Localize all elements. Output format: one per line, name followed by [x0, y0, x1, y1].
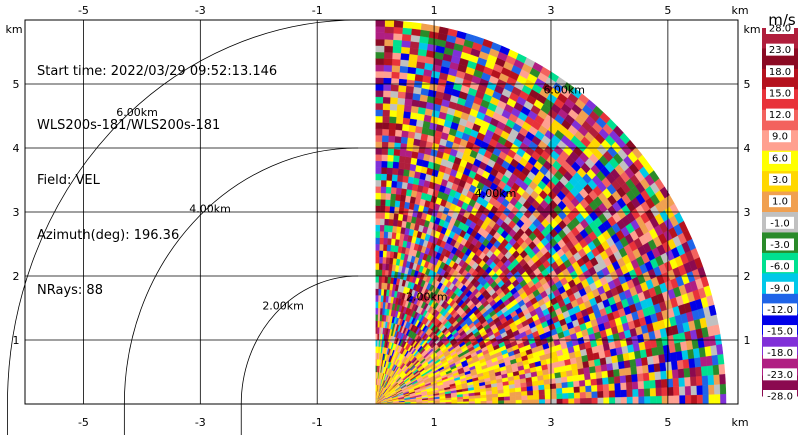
- inner-ring-label: 6.00km: [543, 83, 585, 96]
- colorbar-label: 12.0: [769, 110, 791, 121]
- x-tick-bottom: 5: [664, 416, 671, 429]
- inner-ring-label: 2.00km: [406, 290, 448, 303]
- colorbar-label: -9.0: [770, 283, 790, 294]
- y-tick-right: 3: [744, 206, 751, 219]
- x-tick-bottom: 1: [431, 416, 438, 429]
- colorbar: 28.0 23.0 18.0 15.0 12.0 9.0 6.0 3.0 1.0 -1.0 -3.0…: [762, 11, 798, 403]
- x-tick-bottom: -5: [78, 416, 89, 429]
- start-time-text: Start time: 2022/03/29 09:52:13.146: [37, 63, 278, 79]
- nrays-text: NRays: 88: [37, 283, 103, 299]
- axis-unit-label: km: [731, 4, 748, 17]
- y-tick-right: 1: [744, 334, 751, 347]
- x-tick-bottom: -1: [312, 416, 323, 429]
- x-tick-top: -5: [78, 4, 89, 17]
- x-tick-top: 3: [547, 4, 554, 17]
- y-tick-right: 4: [744, 142, 751, 155]
- range-ring-4: [123, 147, 359, 435]
- colorbar-label: 3.0: [772, 175, 788, 186]
- x-tick-bottom: -3: [195, 416, 206, 429]
- colorbar-label: -28.0: [767, 392, 793, 403]
- colorbar-label: -3.0: [770, 240, 790, 251]
- colorbar-label: -6.0: [770, 262, 790, 273]
- y-tick-left: 5: [13, 78, 20, 91]
- x-tick-top: -3: [195, 4, 206, 17]
- colorbar-label: -15.0: [767, 327, 793, 338]
- inner-ring-label: 4.00km: [475, 187, 517, 200]
- range-ring-6: [7, 19, 359, 435]
- x-tick-bottom: 3: [547, 416, 554, 429]
- range-ring-label: 2.00km: [262, 299, 304, 312]
- axis-unit-label: km: [5, 23, 22, 36]
- instrument-text: WLS200s-181/WLS200s-181: [37, 118, 221, 134]
- range-rings: 2.00km 4.00km 6.00km 2.00km 4.00km 6.00km: [7, 19, 585, 435]
- range-ring-2: [240, 275, 359, 435]
- range-ring-label: 6.00km: [116, 106, 158, 119]
- colorbar-label: -23.0: [767, 370, 793, 381]
- x-tick-top: -1: [312, 4, 323, 17]
- colorbar-label: 18.0: [769, 67, 791, 78]
- y-tick-left: 2: [13, 270, 20, 283]
- colorbar-label: 1.0: [772, 197, 788, 208]
- colorbar-label: 9.0: [772, 132, 788, 143]
- y-tick-right: 5: [744, 78, 751, 91]
- field-text: Field: VEL: [37, 173, 100, 189]
- colorbar-label: 28.0: [769, 24, 791, 35]
- colorbar-label: 23.0: [769, 45, 791, 56]
- axis-unit-label: km: [743, 23, 760, 36]
- colorbar-label: -12.0: [767, 305, 793, 316]
- x-tick-top: 1: [431, 4, 438, 17]
- colorbar-label: -18.0: [767, 348, 793, 359]
- y-tick-right: 2: [744, 270, 751, 283]
- azimuth-text: Azimuth(deg): 196.36: [37, 228, 180, 244]
- y-tick-left: 4: [13, 142, 20, 155]
- y-tick-left: 1: [13, 334, 20, 347]
- info-panel: Start time: 2022/03/29 09:52:13.146 WLS2…: [37, 26, 277, 319]
- colorbar-label: 15.0: [769, 88, 791, 99]
- grid-lines: [25, 20, 738, 404]
- range-ring-label: 4.00km: [189, 203, 231, 216]
- y-tick-left: 3: [13, 206, 20, 219]
- axis-ticks: -5 -5 -3 -3 -1 -1 1 1 3 3 5 5 1 1 2 2 3 3 4 4 5 5 km km km km: [5, 4, 760, 429]
- colorbar-unit: m/s: [768, 11, 796, 29]
- colorbar-label: -1.0: [770, 218, 790, 229]
- x-tick-top: 5: [664, 4, 671, 17]
- axis-unit-label: km: [731, 416, 748, 429]
- colorbar-label: 6.0: [772, 153, 788, 164]
